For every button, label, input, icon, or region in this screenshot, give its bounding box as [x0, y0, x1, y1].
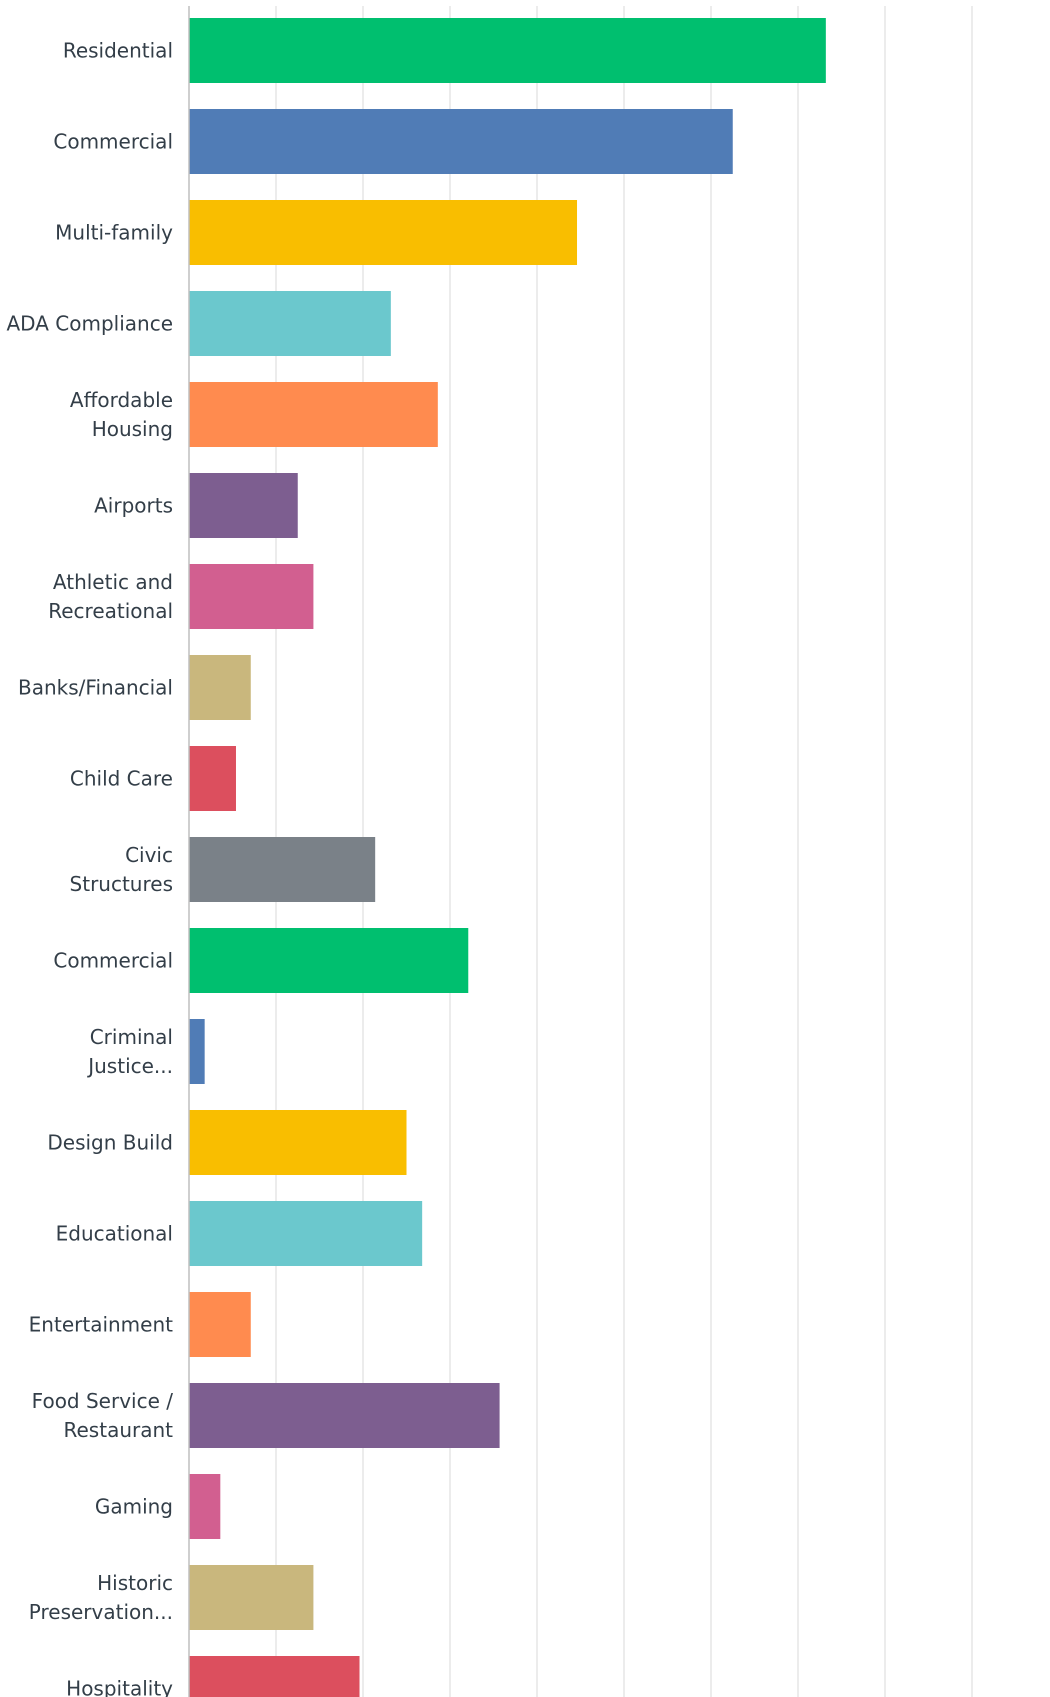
category-label-line: Athletic and — [53, 570, 173, 594]
bar[interactable] — [189, 291, 391, 356]
bar[interactable] — [189, 1292, 251, 1357]
category-label-line: Justice... — [86, 1054, 173, 1078]
category-label: Multi-family — [55, 221, 173, 245]
category-label: Historic Preservation... — [29, 1571, 173, 1624]
category-label-line: Entertainment — [29, 1313, 173, 1337]
bar[interactable] — [189, 1474, 221, 1539]
bar[interactable] — [189, 1656, 360, 1697]
category-label: Design Build — [47, 1131, 173, 1155]
category-label-line: Gaming — [95, 1495, 173, 1519]
category-label: Gaming — [95, 1495, 173, 1519]
category-label-line: Commercial — [53, 949, 173, 973]
category-labels: Residential Commercial Multi-family ADA Com… — [7, 39, 174, 1697]
bar[interactable] — [189, 1110, 407, 1175]
bar[interactable] — [189, 1201, 423, 1266]
category-label: Commercial — [53, 130, 173, 154]
category-label: Food Service / Restaurant — [32, 1389, 174, 1442]
bar[interactable] — [189, 18, 826, 83]
category-label-line: Residential — [63, 39, 173, 63]
bar[interactable] — [189, 382, 438, 447]
category-label: Athletic and Recreational — [48, 570, 173, 623]
category-label-line: Restaurant — [64, 1418, 174, 1442]
category-label: Airports — [94, 494, 173, 518]
category-label-line: Historic — [97, 1571, 173, 1595]
category-label-line: Housing — [92, 417, 173, 441]
bar[interactable] — [189, 837, 376, 902]
category-label-line: Hospitality — [66, 1677, 173, 1697]
category-label: Hospitality — [66, 1677, 173, 1697]
category-label-line: Preservation... — [29, 1600, 173, 1624]
category-label-line: Child Care — [70, 767, 173, 791]
bar[interactable] — [189, 1565, 314, 1630]
bar[interactable] — [189, 1019, 205, 1084]
category-label: Commercial — [53, 949, 173, 973]
category-label: Affordable Housing — [70, 388, 173, 441]
category-label-line: Multi-family — [55, 221, 173, 245]
category-label: Educational — [56, 1222, 173, 1246]
category-label: Civic Structures — [70, 843, 173, 896]
bar[interactable] — [189, 746, 236, 811]
category-label-line: Affordable — [70, 388, 173, 412]
category-label-line: Design Build — [47, 1131, 173, 1155]
category-label-line: Food Service / — [32, 1389, 174, 1413]
category-label-line: Criminal — [90, 1025, 173, 1049]
bar[interactable] — [189, 928, 469, 993]
category-label-line: Airports — [94, 494, 173, 518]
bar[interactable] — [189, 200, 578, 265]
category-label: Child Care — [70, 767, 173, 791]
category-label: Residential — [63, 39, 173, 63]
bar[interactable] — [189, 1383, 500, 1448]
bars — [189, 18, 826, 1697]
category-label-line: Recreational — [48, 599, 173, 623]
category-label: Criminal Justice... — [86, 1025, 173, 1078]
category-label-line: ADA Compliance — [7, 312, 174, 336]
bar[interactable] — [189, 655, 251, 720]
category-label-line: Commercial — [53, 130, 173, 154]
category-label: ADA Compliance — [7, 312, 174, 336]
category-label-line: Banks/Financial — [18, 676, 173, 700]
grid-lines — [275, 6, 973, 1697]
category-label-line: Civic — [125, 843, 173, 867]
category-label: Entertainment — [29, 1313, 173, 1337]
bar[interactable] — [189, 564, 314, 629]
bar[interactable] — [189, 473, 298, 538]
category-label: Banks/Financial — [18, 676, 173, 700]
category-label-line: Educational — [56, 1222, 173, 1246]
bar[interactable] — [189, 109, 733, 174]
category-label-line: Structures — [70, 872, 173, 896]
